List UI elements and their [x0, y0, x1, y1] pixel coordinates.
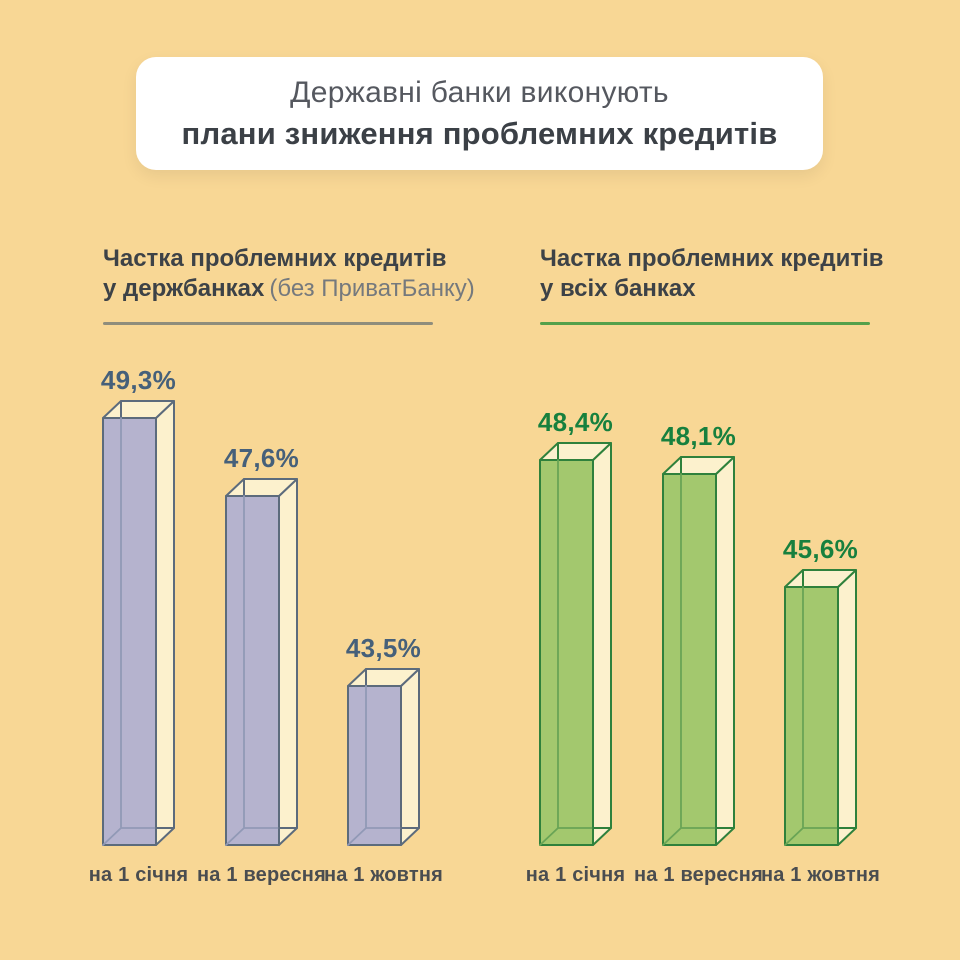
- category-label: на 1 жовтня: [760, 864, 881, 886]
- title-line-2: плани зниження проблемних кредитів: [181, 115, 778, 151]
- category-label: на 1 січня: [525, 864, 626, 886]
- value-label: 48,4%: [537, 407, 614, 437]
- chart-heading-all-banks: Частка проблемних кредитів у всіх банках: [540, 244, 884, 304]
- chart-all-banks: Частка проблемних кредитів у всіх банках …: [526, 244, 884, 924]
- plot-area-all-banks: 48,4% 48,1% 45,6% на 1 січня на 1 вересн…: [526, 350, 880, 910]
- value-label: 47,6%: [223, 443, 300, 473]
- category-label: на 1 жовтня: [323, 864, 444, 886]
- chart-state-banks: Частка проблемних кредитів у держбанках (б…: [89, 244, 475, 924]
- value-label: 48,1%: [660, 421, 737, 451]
- heading-line-1: Частка проблемних кредитів: [540, 245, 884, 272]
- heading-line-1: Частка проблемних кредитів: [103, 245, 447, 272]
- category-label: на 1 вересня: [634, 864, 763, 886]
- value-label: 43,5%: [345, 633, 422, 663]
- heading-line-2: у держбанках: [103, 275, 265, 302]
- heading-underline: [540, 322, 870, 325]
- title-card: Державні банки виконують плани зниження …: [136, 57, 823, 170]
- chart-heading-state-banks: Частка проблемних кредитів у держбанках (б…: [103, 244, 475, 304]
- heading-note: (без ПриватБанку): [269, 275, 475, 302]
- heading-line-2: у всіх банках: [540, 275, 696, 302]
- plot-area-state-banks: 49,3% 47,6% 43,5% на 1 січня на 1 вересн…: [89, 350, 443, 910]
- category-label: на 1 вересня: [197, 864, 326, 886]
- category-label: на 1 січня: [88, 864, 189, 886]
- heading-underline: [103, 322, 433, 325]
- value-label: 45,6%: [782, 534, 859, 564]
- title-line-1: Державні банки виконують: [290, 75, 669, 109]
- value-label: 49,3%: [100, 365, 177, 395]
- bars-3d-all-banks: [539, 442, 857, 846]
- bars-3d-state-banks: [102, 400, 420, 846]
